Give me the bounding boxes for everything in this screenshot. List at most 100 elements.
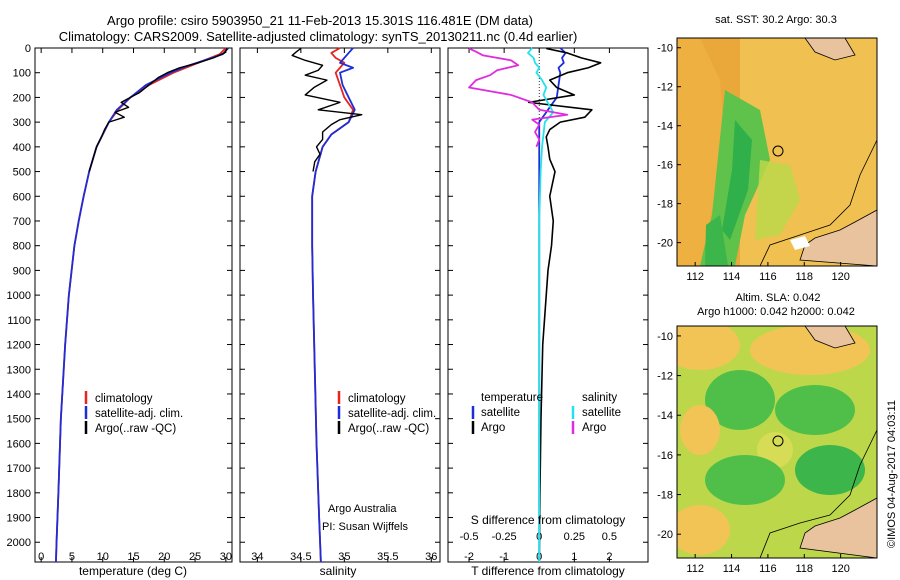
map-x-tick-label: 118: [795, 563, 813, 575]
x-tick-top-label: 0.5: [602, 531, 617, 543]
sla-high-nw: [677, 326, 740, 370]
sla-map-frame: [676, 325, 878, 559]
map-x-tick-label: 112: [686, 563, 704, 575]
series-line: [527, 47, 602, 563]
sst-map: [677, 38, 877, 266]
sst-argo-position-marker: [772, 145, 784, 157]
sla-low-4: [795, 445, 865, 495]
x-tick-label: 30: [220, 551, 232, 563]
series-line: [538, 47, 567, 562]
x-tick-label: 25: [189, 551, 201, 563]
temperature-legend: climatology satellite-adj. clim. Argo(..…: [84, 391, 183, 435]
salinity-xlabel: salinity: [320, 564, 357, 578]
imos-credit: ©IMOS 04-Aug-2017 04:03:11: [886, 400, 898, 548]
argo-australia-label: Argo Australia: [328, 503, 397, 515]
sla-bathymetry-contour: [759, 429, 877, 558]
y-tick-label: 1000: [7, 290, 31, 302]
map-x-tick-label: 114: [723, 271, 741, 283]
legend-s-argo-label: Argo: [582, 422, 606, 434]
figure-title-line2: Climatology: CARS2009. Satellite-adjuste…: [59, 29, 578, 44]
salinity-axes: [239, 47, 441, 563]
legend-salinity-header: salinity: [582, 392, 617, 404]
sst-cool-south: [705, 215, 728, 266]
difference-top-xlabel: S difference from climatology: [471, 513, 626, 527]
x-tick-top-label: 0.25: [564, 531, 585, 543]
temperature-xlabel: temperature (deg C): [79, 564, 187, 578]
map-y-tick-label: -10: [657, 331, 673, 343]
x-tick-label: 2: [606, 551, 612, 563]
sla-argo-position-marker: [772, 435, 784, 447]
salinity-plot: 34 34.5 35 35.5 36: [240, 47, 440, 563]
x-tick-label: -1: [499, 551, 509, 563]
difference-legend: temperature salinity satellite Argo sate…: [471, 392, 621, 434]
y-tick-label: 300: [13, 117, 31, 129]
sla-low-2: [775, 385, 855, 435]
series-line: [55, 47, 227, 563]
legend-t-satellite-label: satellite: [481, 407, 520, 419]
map-y-tick-label: -18: [657, 199, 673, 211]
difference-plot: -2 -1 0 1 2-0.5 -0.25 0 0.25 0.5: [448, 47, 648, 563]
sla-low-1: [705, 370, 775, 430]
map-x-tick-label: 120: [831, 563, 849, 575]
map-y-tick-label: -12: [657, 371, 673, 383]
y-tick-label: 1300: [7, 364, 31, 376]
y-tick-label: 700: [13, 216, 31, 228]
series-line: [291, 47, 363, 172]
sla-high-w: [680, 405, 720, 455]
map-x-tick-label: 120: [831, 271, 849, 283]
sla-map-ticks: 112 114 116 118 120 -10 -12 -14 -16 -18 -20: [657, 331, 850, 575]
map-x-tick-label: 114: [723, 563, 741, 575]
y-tick-label: 600: [13, 191, 31, 203]
map-y-tick-label: -16: [657, 160, 673, 172]
y-tick-label: 2000: [7, 537, 31, 549]
x-tick-label: 15: [127, 551, 139, 563]
map-y-tick-label: -18: [657, 490, 673, 502]
map-y-tick-label: -20: [657, 529, 673, 541]
sla-map: [677, 326, 877, 558]
map-x-tick-label: 112: [686, 271, 704, 283]
map-y-tick-label: -16: [657, 450, 673, 462]
legend-argo-label: Argo(..raw -QC): [95, 423, 176, 435]
sst-bathymetry-contour: [759, 139, 877, 266]
y-tick-label: 0: [25, 43, 31, 55]
legend-argo-label: Argo(..raw -QC): [348, 423, 429, 435]
map-x-tick-label: 118: [795, 271, 813, 283]
y-tick-label: 1400: [7, 389, 31, 401]
y-tick-label: 1800: [7, 488, 31, 500]
sst-land-coast: [799, 209, 877, 266]
sst-map-title: sat. SST: 30.2 Argo: 30.3: [715, 14, 837, 26]
legend-s-satellite-label: satellite: [582, 407, 621, 419]
map-y-tick-label: -14: [657, 410, 673, 422]
y-tick-label: 400: [13, 142, 31, 154]
y-tick-label: 500: [13, 167, 31, 179]
legend-satellite-label: satellite-adj. clim.: [348, 408, 436, 420]
map-y-tick-label: -12: [657, 82, 673, 94]
sla-low-3: [705, 455, 785, 505]
series-line: [88, 48, 228, 172]
x-tick-label: 34: [251, 551, 263, 563]
x-tick-label: 10: [97, 551, 109, 563]
y-tick-label: 800: [13, 241, 31, 253]
legend-climatology-label: climatology: [95, 393, 153, 405]
x-tick-label: 35.5: [377, 551, 398, 563]
y-tick-label: 1700: [7, 463, 31, 475]
difference-axes: [447, 47, 649, 563]
sst-map-ticks: 112 114 116 118 120 -10 -12 -14 -16 -18 -20: [657, 43, 850, 283]
series-line: [55, 47, 229, 563]
map-y-tick-label: -20: [657, 238, 673, 250]
x-tick-top-label: -0.25: [492, 531, 517, 543]
x-tick-label: 1: [571, 551, 577, 563]
legend-satellite-label: satellite-adj. clim.: [95, 408, 183, 420]
sla-map-title-line1: Altim. SLA: 0.042: [736, 292, 821, 304]
sst-map-frame: [676, 37, 878, 267]
sst-missing-data: [790, 236, 810, 250]
series-line: [311, 47, 356, 563]
x-tick-label: 20: [158, 551, 170, 563]
x-tick-top-label: -0.5: [460, 531, 479, 543]
map-x-tick-label: 116: [759, 271, 777, 283]
x-tick-label: 35: [338, 551, 350, 563]
temperature-axes: [34, 47, 233, 563]
sla-land-north: [804, 326, 856, 349]
sst-land-north: [804, 38, 856, 61]
